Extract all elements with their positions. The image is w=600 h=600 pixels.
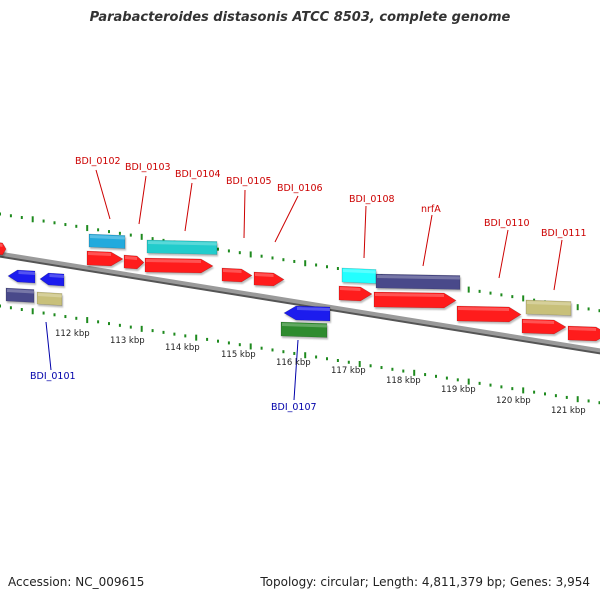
label-leaders: [45, 169, 563, 401]
gene-label-top: BDI_0105: [226, 176, 272, 187]
kbp-label: 120 kbp: [496, 396, 531, 406]
gene-label-leader: [422, 214, 433, 267]
gene-feature: [456, 305, 522, 323]
gene-feature-highlight: [458, 307, 509, 311]
gene-label-leader: [243, 189, 246, 239]
gene-label-leader: [45, 321, 52, 371]
kbp-label: 114 kbp: [165, 343, 200, 353]
gene-feature: [375, 273, 461, 290]
kbp-label: 119 kbp: [441, 385, 476, 395]
gene-feature-highlight: [527, 301, 571, 306]
gene-feature-highlight: [38, 293, 62, 298]
gene-feature-highlight: [18, 271, 35, 275]
gene-label-top: BDI_0103: [125, 162, 171, 173]
gene-feature: [221, 267, 253, 283]
gene-feature: [146, 239, 218, 255]
gene-feature: [338, 285, 373, 302]
gene-feature: [0, 242, 7, 256]
gene-feature-highlight: [148, 241, 217, 246]
gene-label-top: BDI_0110: [484, 218, 530, 229]
gene-label-top: BDI_0106: [277, 183, 323, 194]
tick-row-bottom: [0, 304, 600, 405]
feature-layer: [0, 233, 600, 342]
gene-feature: [280, 321, 328, 338]
gene-feature-highlight: [7, 289, 34, 294]
gene-feature-highlight: [377, 275, 460, 280]
gene-feature: [144, 257, 214, 274]
gene-feature-highlight: [223, 269, 242, 273]
kbp-label: 115 kbp: [221, 350, 256, 360]
gene-feature: [39, 272, 65, 287]
map-title: Parabacteroides distasonis ATCC 8503, co…: [89, 10, 511, 25]
gene-feature: [525, 299, 572, 316]
kbp-label: 113 kbp: [110, 336, 145, 346]
gene-feature: [36, 291, 63, 306]
gene-feature-highlight: [282, 323, 327, 328]
gene-feature-highlight: [255, 273, 274, 277]
gene-label-top: BDI_0104: [175, 169, 221, 180]
gene-feature-highlight: [297, 307, 330, 311]
gene-feature-highlight: [523, 320, 554, 324]
gene-feature: [253, 271, 285, 287]
backbone-line: [0, 251, 600, 353]
gene-label-top: BDI_0111: [541, 228, 587, 239]
accession-text: Accession: NC_009615: [8, 575, 145, 589]
gene-feature-highlight: [375, 293, 444, 297]
kbp-label: 116 kbp: [276, 358, 311, 368]
gene-feature-highlight: [88, 252, 111, 256]
gene-label-leader: [95, 169, 111, 220]
gene-feature-highlight: [340, 287, 361, 291]
gene-label-leader: [138, 175, 147, 225]
kbp-label: 121 kbp: [551, 406, 586, 416]
gene-labels: BDI_0102 BDI_0103 BDI_0104 BDI_0105 BDI_0106…: [30, 156, 587, 413]
gene-feature-highlight: [125, 256, 137, 260]
gene-feature-highlight: [569, 327, 596, 331]
gene-feature: [521, 318, 567, 335]
kbp-label: 112 kbp: [55, 329, 90, 339]
gene-feature: [341, 267, 377, 284]
gene-label-leader: [553, 239, 563, 291]
gene-feature: [86, 250, 124, 267]
genome-summary: Topology: circular; Length: 4,811,379 bp…: [260, 575, 590, 589]
gene-label-leader: [293, 339, 299, 401]
gene-feature-highlight: [49, 274, 64, 278]
gene-label-bottom: BDI_0101: [30, 371, 76, 382]
gene-feature: [283, 305, 331, 322]
gene-label-leader: [498, 229, 509, 279]
genome-backbone: [0, 251, 600, 355]
gene-label-top: BDI_0102: [75, 156, 121, 167]
gene-feature-highlight: [343, 269, 376, 274]
gene-label-leader: [184, 182, 193, 232]
gene-label-leader: [274, 195, 299, 243]
gene-label-leader: [363, 205, 367, 259]
gene-label-bottom: BDI_0107: [271, 402, 317, 413]
gene-label-top: BDI_0108: [349, 194, 395, 205]
gene-feature: [5, 287, 35, 303]
gene-feature: [7, 269, 36, 284]
gene-feature-highlight: [0, 243, 3, 247]
kbp-label: 117 kbp: [331, 366, 366, 376]
gene-label-top: nrfA: [421, 204, 441, 215]
gene-feature: [123, 254, 145, 270]
gene-feature: [88, 233, 126, 249]
gene-feature-highlight: [90, 235, 125, 240]
gene-feature: [567, 325, 600, 342]
kbp-labels: 112 kbp 113 kbp 114 kbp 115 kbp 116 kbp 117 k…: [55, 329, 586, 416]
gene-feature: [373, 291, 457, 309]
kbp-label: 118 kbp: [386, 376, 421, 386]
gene-feature-highlight: [146, 259, 201, 263]
